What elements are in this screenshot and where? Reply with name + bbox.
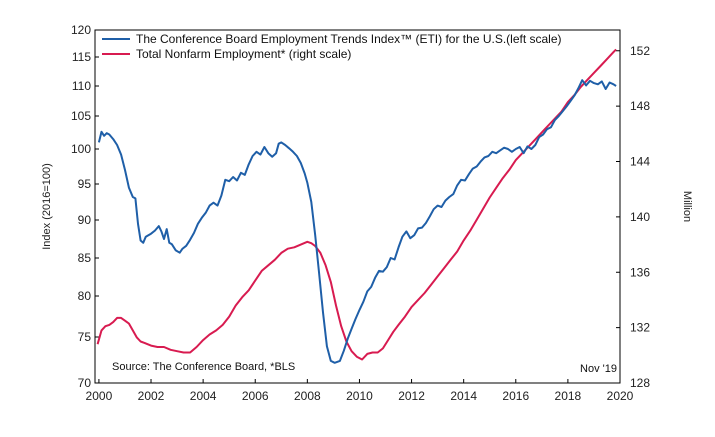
y-left-tick-label: 85 <box>78 251 92 265</box>
legend-label-nonfarm: Total Nonfarm Employment* (right scale) <box>136 47 351 61</box>
x-tick-label: 2012 <box>398 389 425 403</box>
x-tick-label: 2010 <box>346 389 373 403</box>
y-right-tick-label: 140 <box>630 210 650 224</box>
y-left-tick-label: 80 <box>78 289 92 303</box>
series-line-nonfarm <box>96 48 617 361</box>
y-axis-left: 70 75 80 85 90 95 100 105 110 115 120 <box>71 23 99 390</box>
y-left-tick-label: 90 <box>78 213 92 227</box>
y-left-tick-label: 70 <box>78 376 92 390</box>
legend-label-eti: The Conference Board Employment Trends I… <box>136 32 562 46</box>
y-axis-right-title: Million <box>681 191 693 222</box>
x-tick-label: 2008 <box>294 389 321 403</box>
x-tick-label: 2006 <box>242 389 269 403</box>
x-tick-label: 2016 <box>502 389 529 403</box>
x-tick-label: 2020 <box>607 389 634 403</box>
y-left-tick-label: 100 <box>71 142 91 156</box>
x-tick-label: 2018 <box>555 389 582 403</box>
y-left-tick-label: 120 <box>71 23 91 37</box>
y-left-tick-label: 95 <box>78 177 92 191</box>
x-tick-label: 2002 <box>138 389 165 403</box>
x-tick-label: 2004 <box>190 389 217 403</box>
y-left-tick-label: 115 <box>72 50 91 64</box>
x-tick-label: 2000 <box>86 389 113 403</box>
x-tick-label: 2014 <box>450 389 477 403</box>
legend: The Conference Board Employment Trends I… <box>102 32 562 61</box>
y-right-tick-label: 128 <box>630 376 650 390</box>
date-note: Nov '19 <box>580 363 617 375</box>
y-right-tick-label: 152 <box>630 44 650 58</box>
plot-frame <box>94 29 621 384</box>
x-axis: 2000 2002 2004 2006 2008 2010 2012 2014 2016 2018… <box>86 379 634 403</box>
y-right-tick-label: 136 <box>630 265 650 279</box>
series-line-eti <box>97 79 617 364</box>
y-right-tick-label: 132 <box>630 321 650 335</box>
y-left-tick-label: 75 <box>78 330 92 344</box>
series-layer <box>96 48 617 364</box>
source-note: Source: The Conference Board, *BLS <box>112 361 295 373</box>
y-axis-right: 128 132 136 140 144 148 152 <box>616 44 650 390</box>
y-axis-left-title: Index (2016=100) <box>41 163 53 250</box>
y-left-tick-label: 105 <box>71 109 91 123</box>
y-right-tick-label: 148 <box>630 99 650 113</box>
y-right-tick-label: 144 <box>630 155 650 169</box>
y-left-tick-label: 110 <box>72 79 91 93</box>
